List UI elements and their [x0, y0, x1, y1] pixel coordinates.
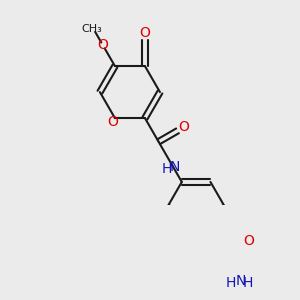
Text: O: O	[97, 38, 108, 52]
Text: O: O	[244, 234, 254, 248]
Text: N: N	[236, 274, 246, 288]
Text: CH₃: CH₃	[81, 24, 102, 34]
Text: H: H	[242, 276, 253, 290]
Text: O: O	[178, 120, 189, 134]
Text: O: O	[140, 26, 150, 40]
Text: O: O	[107, 115, 118, 129]
Text: H: H	[162, 163, 172, 176]
Text: H: H	[226, 276, 236, 290]
Text: N: N	[170, 160, 180, 174]
